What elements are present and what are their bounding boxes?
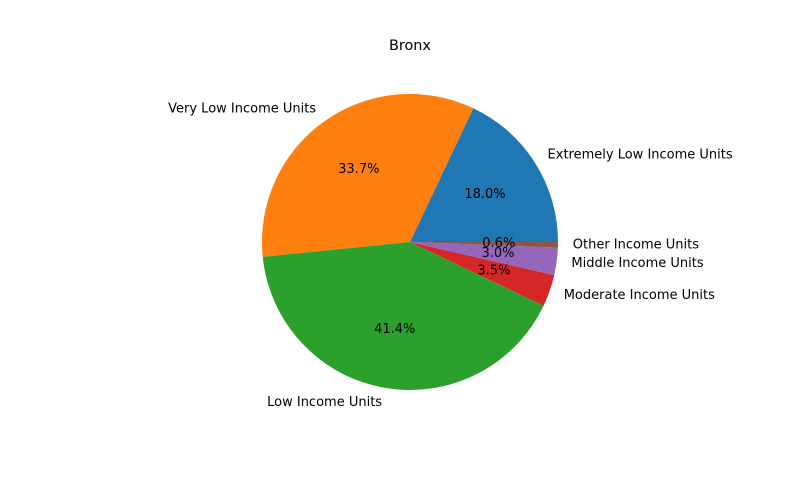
slice-label-low-income-units: Low Income Units bbox=[267, 395, 382, 410]
pct-label-other-income-units: 0.6% bbox=[482, 236, 515, 251]
pct-label-middle-income-units: 3.0% bbox=[482, 246, 515, 261]
pie-slice-low-income-units bbox=[262, 242, 544, 391]
pie-labels: Extremely Low Income Units 18.0% Very Low … bbox=[168, 101, 733, 409]
pct-label-extremely-low-income-units: 18.0% bbox=[464, 187, 505, 202]
slice-label-other-income-units: Other Income Units bbox=[573, 238, 699, 253]
pie-slice-very-low-income-units bbox=[262, 93, 474, 257]
pct-label-low-income-units: 41.4% bbox=[374, 322, 415, 337]
pie-slice-other-income-units bbox=[410, 242, 558, 248]
slice-label-middle-income-units: Middle Income Units bbox=[571, 256, 704, 271]
pct-label-very-low-income-units: 33.7% bbox=[338, 162, 379, 177]
pct-label-moderate-income-units: 3.5% bbox=[477, 264, 510, 279]
slice-label-extremely-low-income-units: Extremely Low Income Units bbox=[548, 147, 733, 162]
chart-title: Bronx bbox=[389, 38, 431, 54]
slice-label-very-low-income-units: Very Low Income Units bbox=[168, 101, 316, 116]
pie-slice-extremely-low-income-units bbox=[410, 108, 558, 243]
pie-slice-moderate-income-units bbox=[410, 242, 555, 306]
pie-slice-middle-income-units bbox=[410, 242, 558, 276]
pie-slices bbox=[262, 93, 558, 391]
slice-label-moderate-income-units: Moderate Income Units bbox=[564, 288, 715, 303]
